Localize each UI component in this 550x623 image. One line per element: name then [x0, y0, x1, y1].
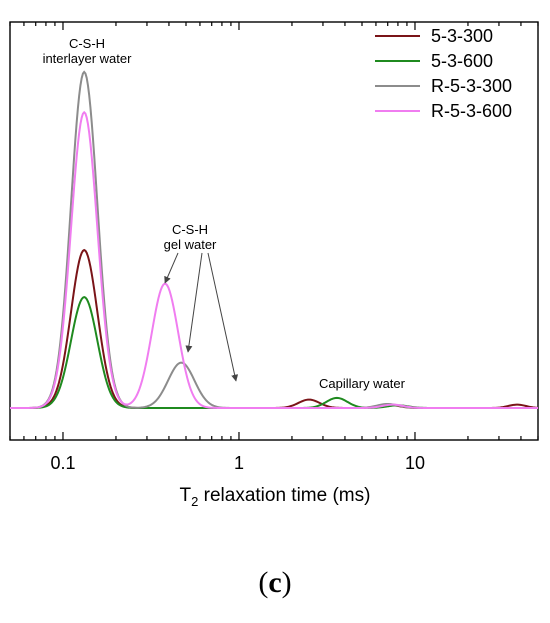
annotation-interlayer-line2: interlayer water: [43, 51, 133, 66]
gel-arrow-2: [185, 252, 203, 353]
legend-label-5-3-600: 5-3-600: [431, 51, 493, 71]
panel-label-letter: c: [268, 566, 282, 599]
x-tick-label-1: 1: [234, 453, 244, 473]
x-tick-label-10: 10: [405, 453, 425, 473]
legend-label-R-5-3-300: R-5-3-300: [431, 76, 512, 96]
plot-frame: [9, 21, 539, 441]
plot-area: [9, 21, 539, 441]
annotation-gel: C-S-H gel water: [164, 222, 239, 382]
annotation-gel-line1: C-S-H: [172, 222, 208, 237]
series-line-5-3-300: [10, 248, 539, 409]
legend-label-5-3-300: 5-3-300: [431, 26, 493, 46]
panel-label: (c): [258, 566, 292, 599]
gel-arrow-3: [207, 252, 239, 382]
series-line-R-5-3-300: [10, 70, 538, 409]
x-axis-tick-labels: 0.1 1 10: [50, 453, 425, 473]
annotation-capillary: Capillary water: [319, 376, 406, 391]
gel-arrow-1: [164, 252, 179, 284]
legend-label-R-5-3-600: R-5-3-600: [431, 101, 512, 121]
annotation-interlayer-line1: C-S-H: [69, 36, 105, 51]
t2-distribution-chart: 0.1 1 10 C-S-H interlayer water C-S-H gel …: [9, 21, 539, 509]
annotation-interlayer: C-S-H interlayer water: [43, 36, 133, 66]
x-axis-label-post: relaxation time (ms): [198, 485, 370, 506]
series-line-R-5-3-600: [10, 110, 538, 409]
x-tick-label-0.1: 0.1: [50, 453, 75, 473]
x-axis-label-pre: T: [180, 485, 192, 506]
x-axis-label: T2 relaxation time (ms): [180, 485, 371, 509]
x-axis-ticks: [9, 22, 539, 440]
series-line-5-3-600: [10, 296, 538, 409]
annotation-gel-line2: gel water: [164, 237, 217, 252]
legend: 5-3-300 5-3-600 R-5-3-300 R-5-3-600: [375, 26, 512, 121]
x-axis-label-sub: 2: [191, 494, 198, 509]
series-curves: [10, 70, 539, 409]
